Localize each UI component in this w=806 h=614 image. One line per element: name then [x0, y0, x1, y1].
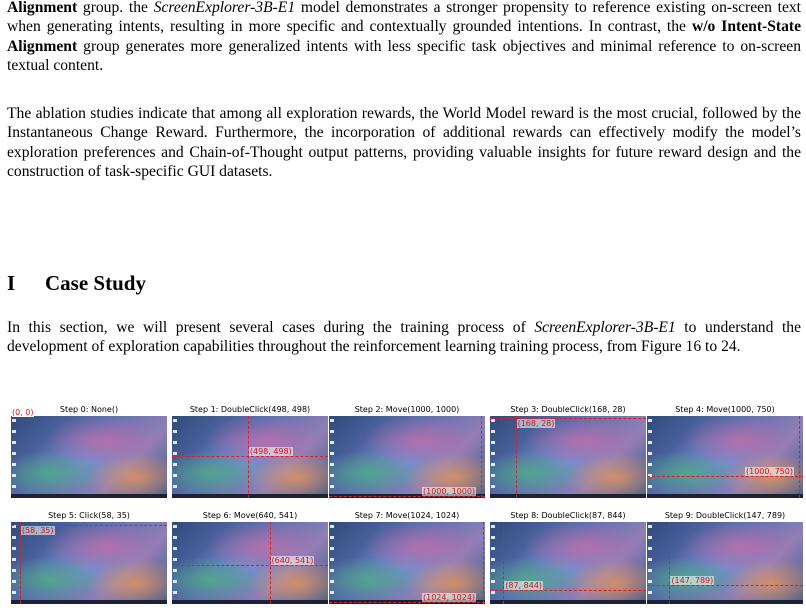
step-title: Step 4: Move(1000, 750)	[675, 405, 775, 414]
taskbar	[647, 494, 803, 498]
step-panel-9: Step 9: DoubleClick(147, 789) (147, 789)	[647, 510, 803, 604]
desktop-icons	[330, 525, 334, 599]
paragraph-intent-alignment: Alignment group. the ScreenExplorer-3B-E…	[7, 0, 801, 75]
step-panel-4: Step 4: Move(1000, 750) (1000, 750)	[647, 404, 803, 498]
crosshair-horizontal	[647, 476, 803, 478]
taskbar	[172, 600, 328, 604]
desktop-screenshot: (1000, 1000)	[329, 416, 485, 498]
taskbar	[172, 494, 328, 498]
desktop-screenshot: (147, 789)	[647, 522, 803, 604]
bold-group-name: w/o Intent-State Alignment	[7, 18, 801, 55]
coordinate-label: (147, 789)	[670, 576, 715, 586]
desktop-icons	[491, 525, 495, 599]
desktop-screenshot: (168, 28)	[490, 416, 646, 498]
desktop-screenshot: (640, 541)	[172, 522, 328, 604]
coordinate-label: (498, 498)	[248, 446, 293, 456]
crosshair-horizontal	[490, 589, 646, 591]
desktop-icons	[648, 419, 652, 493]
step-title: Step 7: Move(1024, 1024)	[354, 511, 460, 520]
crosshair-horizontal	[647, 585, 803, 587]
crosshair-vertical	[269, 522, 271, 604]
text-span: group. the	[77, 0, 154, 16]
crosshair-vertical	[503, 522, 505, 604]
crosshair-vertical	[483, 522, 484, 604]
text-span: In this section, we will present several…	[7, 319, 535, 336]
desktop-screenshot: (87, 844)	[490, 522, 646, 604]
origin-label: (0, 0)	[12, 408, 34, 417]
desktop-screenshot: (1024, 1024)	[329, 522, 485, 604]
text-span: to understand the development of explora…	[7, 319, 801, 356]
step-panel-3: Step 3: DoubleClick(168, 28) (168, 28)	[490, 404, 646, 498]
coordinate-label: (1000, 750)	[745, 467, 794, 477]
crosshair-vertical	[515, 416, 517, 498]
desktop-icons	[173, 525, 177, 599]
desktop-screenshot: (58, 35)	[11, 522, 167, 604]
step-title: Step 3: DoubleClick(168, 28)	[510, 405, 626, 414]
coordinate-label: (640, 541)	[270, 556, 315, 566]
coordinate-label: (87, 844)	[504, 580, 544, 590]
text-span: model demonstrates a stronger propensity…	[7, 0, 802, 36]
coordinate-label: (1024, 1024)	[422, 593, 477, 602]
step-title: Step 5: Click(58, 35)	[48, 511, 130, 520]
step-title: Step 0: None()	[59, 405, 119, 414]
step-title: Step 8: DoubleClick(87, 844)	[510, 511, 626, 520]
section-title: Case Study	[45, 271, 146, 295]
desktop-icons	[648, 525, 652, 599]
coordinate-label: (58, 35)	[20, 525, 55, 535]
crosshair-vertical	[481, 416, 483, 498]
taskbar	[11, 600, 167, 604]
taskbar	[490, 600, 646, 604]
step-panel-6: Step 6: Move(640, 541) (640, 541)	[172, 510, 328, 604]
step-title: Step 2: Move(1000, 1000)	[354, 405, 460, 414]
step-panel-2: Step 2: Move(1000, 1000) (1000, 1000)	[329, 404, 485, 498]
step-panel-0: Step 0: None()	[11, 404, 167, 498]
crosshair-horizontal	[172, 565, 328, 567]
model-name: ScreenExplorer-3B-E1	[153, 0, 296, 16]
step-panel-1: Step 1: DoubleClick(498, 498) (498, 498)	[172, 404, 328, 498]
desktop-icons	[330, 419, 334, 493]
model-name: ScreenExplorer-3B-E1	[534, 319, 676, 336]
taskbar	[647, 600, 803, 604]
paragraph-case-study-intro: In this section, we will present several…	[7, 318, 801, 357]
crosshair-horizontal	[490, 418, 646, 420]
desktop-screenshot: (1000, 750)	[647, 416, 803, 498]
step-title: Step 9: DoubleClick(147, 789)	[664, 511, 786, 520]
taskbar	[11, 494, 167, 498]
desktop-screenshot	[11, 416, 167, 498]
crosshair-horizontal	[329, 496, 485, 497]
bold-alignment: Alignment	[7, 0, 78, 16]
crosshair-horizontal	[172, 455, 328, 457]
step-panel-7: Step 7: Move(1024, 1024) (1024, 1024)	[329, 510, 485, 604]
crosshair-vertical	[799, 416, 801, 498]
step-panel-5: Step 5: Click(58, 35) (58, 35)	[11, 510, 167, 604]
coordinate-label: (1000, 1000)	[422, 487, 477, 496]
section-number: I	[7, 271, 16, 295]
paragraph-ablation-summary: The ablation studies indicate that among…	[7, 105, 801, 180]
taskbar	[490, 494, 646, 498]
text-span: group generates more generalized intents…	[7, 37, 801, 74]
crosshair-vertical	[669, 522, 671, 604]
step-panel-8: Step 8: DoubleClick(87, 844) (87, 844)	[490, 510, 646, 604]
crosshair-vertical	[247, 416, 249, 498]
crosshair-vertical	[19, 522, 21, 604]
desktop-screenshot: (498, 498)	[172, 416, 328, 498]
step-title: Step 1: DoubleClick(498, 498)	[189, 405, 311, 414]
section-heading: I Case Study	[7, 271, 146, 296]
crosshair-horizontal	[329, 602, 485, 603]
step-title: Step 6: Move(640, 541)	[202, 511, 298, 520]
coordinate-label: (168, 28)	[516, 419, 556, 429]
crosshair-horizontal	[11, 524, 167, 526]
desktop-icons	[12, 419, 16, 493]
desktop-icons	[491, 419, 495, 493]
desktop-icons	[12, 525, 16, 599]
exploration-steps-figure: Step 0: None() Step 1: DoubleClick(498, 4…	[0, 404, 806, 614]
